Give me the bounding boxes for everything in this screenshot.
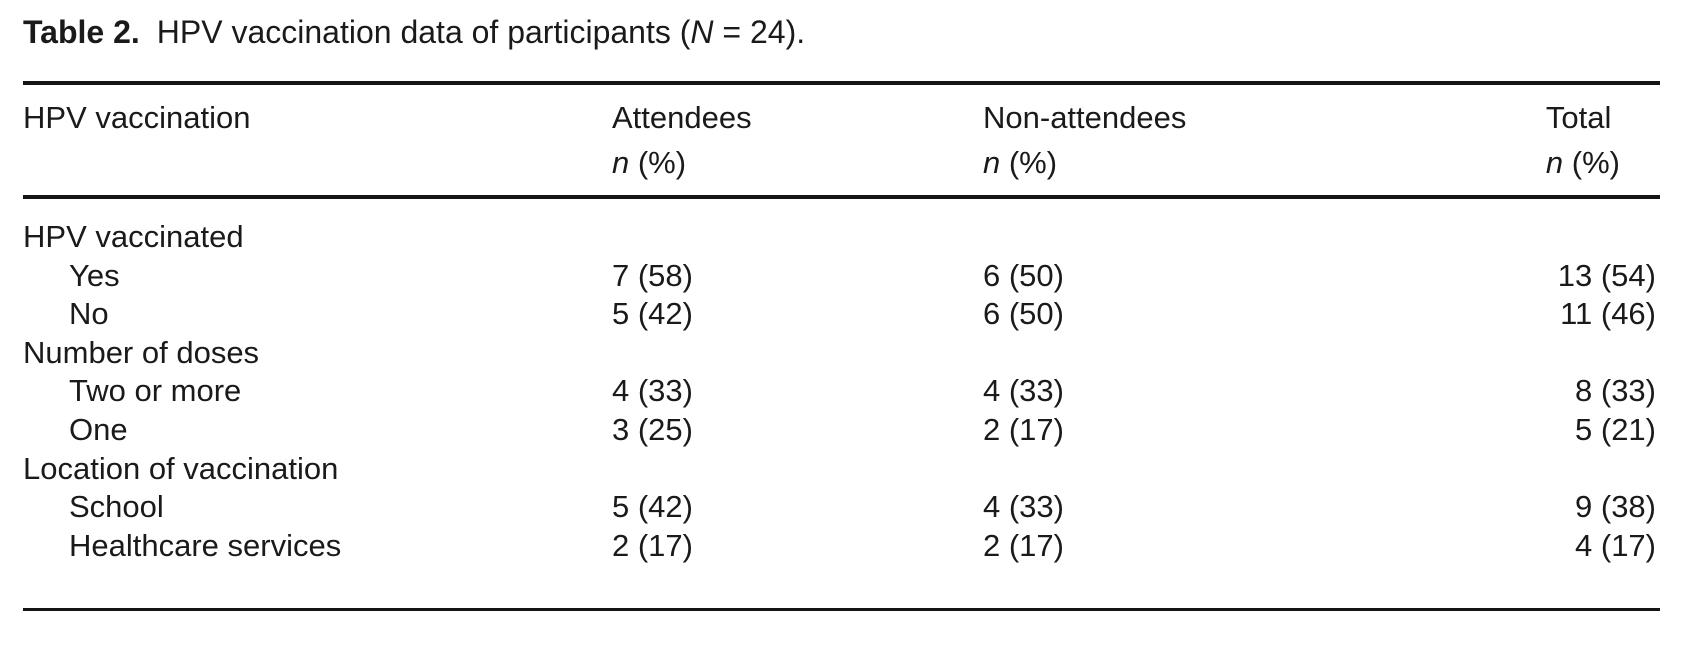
- column-header-attendees: Attendees n (%): [612, 83, 983, 199]
- table-row-healthcare-services: Healthcare services 2 (17) 2 (17) 4 (17): [23, 527, 1660, 566]
- row-label: No: [69, 296, 109, 332]
- unit-label: (%): [1563, 145, 1620, 180]
- column-header-hpv-vaccination: HPV vaccination: [23, 83, 612, 199]
- cell-total: 9 (38): [1575, 489, 1656, 525]
- row-label: Yes: [69, 257, 120, 293]
- cell-non-attendees: [983, 450, 1543, 489]
- cell-attendees: [612, 218, 983, 257]
- header-row: HPV vaccination Attendees n (%) Non-atte…: [23, 83, 1660, 199]
- n-symbol: n: [612, 145, 630, 180]
- row-label: Location of vaccination: [23, 450, 339, 486]
- table-caption-text: HPV vaccination data of participants (: [156, 14, 691, 50]
- cell-non-attendees: [983, 334, 1543, 373]
- table-row-one: One 3 (25) 2 (17) 5 (21): [23, 411, 1660, 450]
- cell-non-attendees: 6 (50): [983, 257, 1064, 293]
- n-symbol: n: [1545, 145, 1564, 180]
- cell-total: 11 (46): [1560, 296, 1656, 332]
- cell-attendees: 3 (25): [612, 411, 693, 447]
- cell-total: [1543, 218, 1660, 257]
- table-row-school: School 5 (42) 4 (33) 9 (38): [23, 488, 1660, 527]
- table-caption-number: Table 2.: [23, 14, 140, 50]
- row-label: Number of doses: [23, 334, 260, 370]
- column-header-label: Total: [1545, 100, 1612, 135]
- column-header-label: Non-attendees: [983, 100, 1187, 135]
- table-row-group-hpv-vaccinated: HPV vaccinated: [23, 218, 1660, 257]
- unit-label: (%): [1000, 145, 1058, 180]
- table-row-two-or-more: Two or more 4 (33) 4 (33) 8 (33): [23, 372, 1660, 411]
- table-row-group-location-of-vaccination: Location of vaccination: [23, 450, 1660, 489]
- row-label: HPV vaccinated: [23, 219, 244, 254]
- cell-attendees: 2 (17): [612, 527, 693, 563]
- column-header-non-attendees: Non-attendees n (%): [983, 83, 1543, 199]
- cell-non-attendees: 2 (17): [983, 527, 1064, 563]
- n-symbol: n: [983, 145, 1001, 180]
- cell-total: [1543, 450, 1660, 489]
- cell-attendees: 5 (42): [612, 489, 693, 525]
- cell-total: [1543, 334, 1660, 373]
- row-label: One: [69, 411, 128, 447]
- unit-label: (%): [629, 145, 687, 180]
- cell-non-attendees: [983, 218, 1543, 257]
- cell-attendees: 7 (58): [612, 257, 693, 293]
- cell-total: 13 (54): [1557, 257, 1656, 293]
- cell-attendees: [612, 450, 983, 489]
- cell-total: 5 (21): [1575, 411, 1656, 447]
- table-row-yes: Yes 7 (58) 6 (50) 13 (54): [23, 257, 1660, 296]
- table-caption-text-end: = 24).: [713, 14, 806, 50]
- cell-attendees: 5 (42): [612, 296, 693, 332]
- caption-n-symbol: N: [690, 14, 714, 50]
- column-header-total: Total n (%): [1543, 83, 1660, 199]
- cell-non-attendees: 4 (33): [983, 373, 1064, 409]
- cell-non-attendees: 2 (17): [983, 411, 1064, 447]
- row-label: Two or more: [69, 373, 242, 409]
- cell-total: 4 (17): [1575, 527, 1656, 563]
- row-label: Healthcare services: [69, 527, 342, 563]
- table-row-no: No 5 (42) 6 (50) 11 (46): [23, 295, 1660, 334]
- cell-attendees: 4 (33): [612, 373, 693, 409]
- hpv-vaccination-table: HPV vaccination Attendees n (%) Non-atte…: [23, 81, 1660, 611]
- column-header-label: Attendees: [612, 100, 752, 135]
- cell-non-attendees: 6 (50): [983, 296, 1064, 332]
- table-caption: Table 2. HPV vaccination data of particip…: [23, 12, 805, 52]
- table-row-group-number-of-doses: Number of doses: [23, 334, 1660, 373]
- cell-attendees: [612, 334, 983, 373]
- cell-non-attendees: 4 (33): [983, 489, 1064, 525]
- row-label: School: [69, 489, 164, 525]
- column-header-label: HPV vaccination: [23, 100, 251, 135]
- cell-total: 8 (33): [1575, 373, 1656, 409]
